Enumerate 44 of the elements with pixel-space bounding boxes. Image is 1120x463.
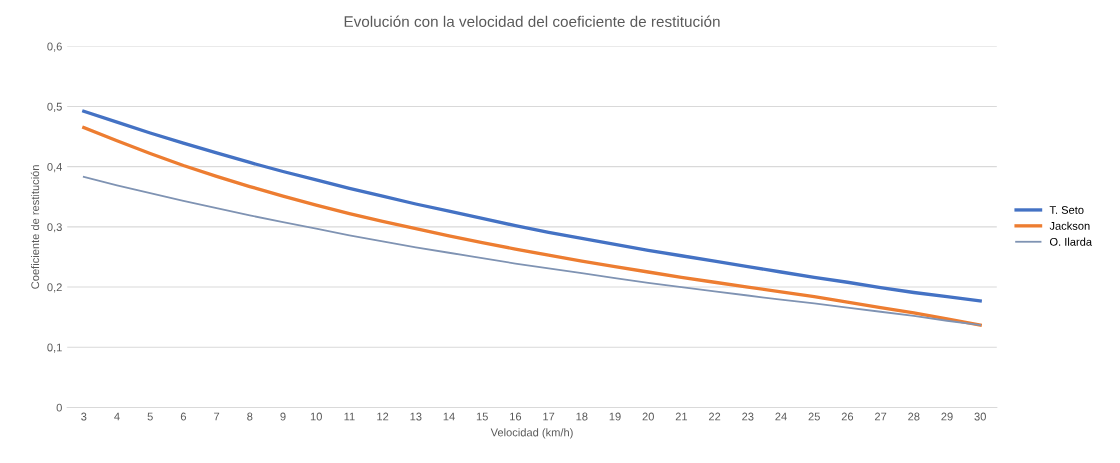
legend-label: Jackson <box>1049 221 1090 230</box>
x-tick-label: 22 <box>708 412 721 421</box>
x-tick-label: 16 <box>510 412 522 421</box>
x-tick-label: 5 <box>147 412 153 421</box>
x-tick-label: 23 <box>742 412 754 421</box>
x-tick-label: 3 <box>81 412 87 421</box>
x-tick-label: 21 <box>675 412 688 421</box>
x-tick-label: 24 <box>775 412 787 421</box>
legend-label: O. Ilarda <box>1049 237 1093 246</box>
x-tick-label: 14 <box>443 412 455 421</box>
y-tick-label: 0,1 <box>47 343 62 353</box>
y-tick-label: 0,3 <box>47 223 62 233</box>
x-tick-label: 28 <box>908 412 920 421</box>
x-tick-label: 8 <box>247 412 253 421</box>
x-tick-label: 26 <box>841 412 854 421</box>
x-tick-label: 29 <box>941 412 953 421</box>
y-tick-label: 0,5 <box>47 102 62 112</box>
y-tick-label: 0 <box>56 403 62 412</box>
x-tick-label: 30 <box>974 412 986 421</box>
y-tick-label: 0,4 <box>47 162 63 173</box>
x-tick-label: 12 <box>377 412 389 421</box>
x-tick-label: 18 <box>576 412 588 421</box>
y-tick-label: 0,2 <box>47 283 62 293</box>
x-tick-label: 4 <box>114 412 120 421</box>
x-tick-label: 7 <box>214 412 220 421</box>
legend-label: T. Seto <box>1049 206 1084 214</box>
x-axis-title: Velocidad (km/h) <box>490 428 573 439</box>
x-tick-label: 15 <box>476 412 488 421</box>
x-tick-label: 9 <box>280 412 286 421</box>
y-axis-title: Coeficiente de restitución <box>30 165 40 289</box>
x-tick-label: 10 <box>310 412 322 421</box>
x-tick-label: 27 <box>874 412 887 421</box>
x-tick-label: 19 <box>609 412 621 421</box>
x-tick-label: 13 <box>410 412 422 421</box>
y-tick-label: 0,6 <box>47 42 62 52</box>
chart-title: Evolución con la velocidad del coeficiente de restitución <box>344 15 720 28</box>
x-tick-label: 17 <box>543 412 555 421</box>
line-series <box>82 125 982 327</box>
line-series <box>82 176 982 326</box>
x-tick-label: 20 <box>642 412 654 421</box>
x-tick-label: 11 <box>344 412 355 421</box>
line-series <box>82 109 982 303</box>
x-tick-label: 25 <box>808 412 820 421</box>
x-tick-label: 6 <box>180 412 186 421</box>
